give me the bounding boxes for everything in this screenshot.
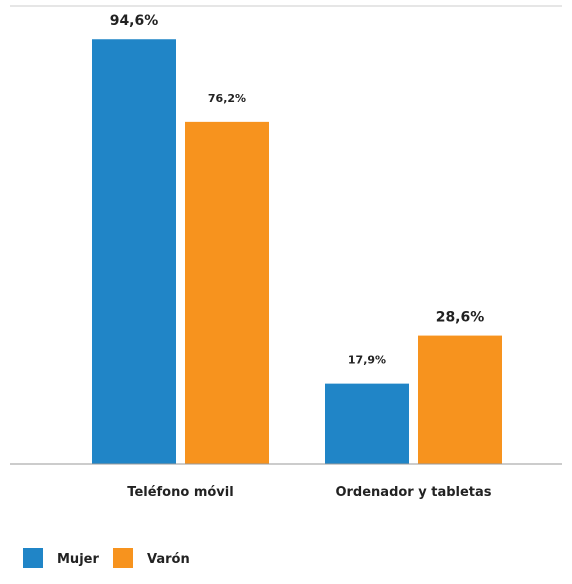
bars-layer: 94,6% 76,2% 17,9% 28,6% bbox=[92, 13, 502, 464]
bar-varn-1 bbox=[418, 335, 502, 464]
data-label: 76,2% bbox=[208, 92, 246, 105]
x-tick-label: Ordenador y tabletas bbox=[335, 485, 491, 500]
bar-mujer-1 bbox=[325, 383, 409, 464]
legend-label: Mujer bbox=[57, 552, 99, 567]
x-tick-label: Teléfono móvil bbox=[127, 485, 233, 500]
legend-swatch bbox=[23, 548, 43, 568]
legend-label: Varón bbox=[147, 552, 190, 567]
legend-swatch bbox=[113, 548, 133, 568]
x-axis-labels: Teléfono móvil Ordenador y tabletas bbox=[127, 485, 492, 500]
bar-varn-0 bbox=[185, 121, 269, 464]
legend: Mujer Varón bbox=[23, 548, 190, 568]
data-label: 28,6% bbox=[436, 310, 485, 326]
data-label: 94,6% bbox=[110, 13, 159, 29]
bar-mujer-0 bbox=[92, 39, 176, 464]
data-label: 17,9% bbox=[348, 354, 386, 367]
